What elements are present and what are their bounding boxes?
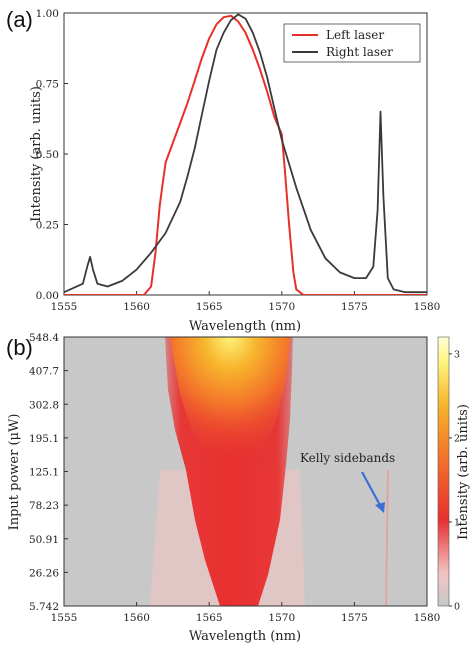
y-tick-label: 50.91 xyxy=(29,534,59,546)
y-tick-label: 407.7 xyxy=(29,366,59,378)
colorbar-tick-label: 2 xyxy=(454,433,460,444)
y-axis-ticks-b: 5.742 26.26 50.91 78.23 125.1 195.1 302.8 407.7… xyxy=(29,332,68,613)
heatmap-panel: 1555 1560 1565 1570 1575 1580 5.742 26.26 50.91… xyxy=(7,332,471,644)
y-axis-title-b: Input power (μW) xyxy=(7,414,22,531)
colorbar xyxy=(437,336,450,607)
legend-label-left-laser: Left laser xyxy=(326,28,384,42)
colorbar-tick-label: 0 xyxy=(454,602,460,613)
colorbar-title: Intensity (arb. units) xyxy=(456,404,471,540)
x-axis-title-a: Wavelength (nm) xyxy=(189,319,301,334)
legend-box xyxy=(283,23,421,63)
y-axis-title-a: Intensity (arb. units) xyxy=(29,86,44,222)
y-tick-label: 302.8 xyxy=(29,399,59,411)
x-tick-label: 1580 xyxy=(414,301,441,313)
x-tick-label: 1565 xyxy=(196,301,223,313)
heatmap-image xyxy=(150,337,389,606)
line-chart-panel: 1555 1560 1565 1570 1575 1580 0.00 0.25 0.50 0.7… xyxy=(29,8,440,334)
legend: Left laser Right laser xyxy=(283,23,421,63)
series-left-laser-line xyxy=(64,14,427,295)
colorbar-tick-label: 1 xyxy=(454,517,460,528)
y-tick-label: 0.00 xyxy=(36,290,59,302)
x-tick-label: 1565 xyxy=(196,612,223,624)
annotation-arrow xyxy=(361,471,382,508)
x-tick-label: 1555 xyxy=(51,612,78,624)
series-right-laser-line xyxy=(64,13,427,294)
colorbar-ticks: 0 1 2 3 xyxy=(449,349,460,613)
y-tick-label: 1.00 xyxy=(36,8,59,20)
x-axis-title-b: Wavelength (nm) xyxy=(189,629,301,644)
x-axis-ticks-a: 1555 1560 1565 1570 1575 1580 xyxy=(51,291,441,313)
colorbar-tick-label: 3 xyxy=(454,349,460,360)
x-tick-label: 1580 xyxy=(414,612,441,624)
y-axis-ticks-a: 0.00 0.25 0.50 0.75 1.00 xyxy=(36,8,68,302)
kelly-sideband-trace xyxy=(385,469,389,606)
x-tick-label: 1560 xyxy=(123,612,150,624)
y-tick-label: 78.23 xyxy=(29,500,59,512)
y-tick-label: 0.50 xyxy=(36,149,59,161)
x-tick-label: 1575 xyxy=(341,301,368,313)
y-tick-label: 0.25 xyxy=(36,220,59,232)
x-axis-ticks-b: 1555 1560 1565 1570 1575 1580 xyxy=(51,602,441,624)
panel-a-label: (a) xyxy=(6,7,33,32)
x-tick-label: 1560 xyxy=(123,301,150,313)
kelly-sidebands-annotation: Kelly sidebands xyxy=(300,451,395,465)
annotation-arrowhead xyxy=(375,502,385,513)
legend-label-right-laser: Right laser xyxy=(326,45,393,59)
x-tick-label: 1575 xyxy=(341,612,368,624)
x-tick-label: 1555 xyxy=(51,301,78,313)
y-tick-label: 125.1 xyxy=(29,467,59,479)
x-tick-label: 1570 xyxy=(268,301,295,313)
heatmap-hot-region xyxy=(170,337,290,478)
y-tick-label: 26.26 xyxy=(29,567,59,579)
y-tick-label: 0.75 xyxy=(36,79,59,91)
series-lines xyxy=(64,13,427,295)
y-tick-label: 5.742 xyxy=(29,601,59,613)
panel-b-label: (b) xyxy=(6,335,33,360)
y-tick-label: 195.1 xyxy=(29,433,59,445)
y-tick-label: 548.4 xyxy=(29,332,59,344)
x-tick-label: 1570 xyxy=(268,612,295,624)
